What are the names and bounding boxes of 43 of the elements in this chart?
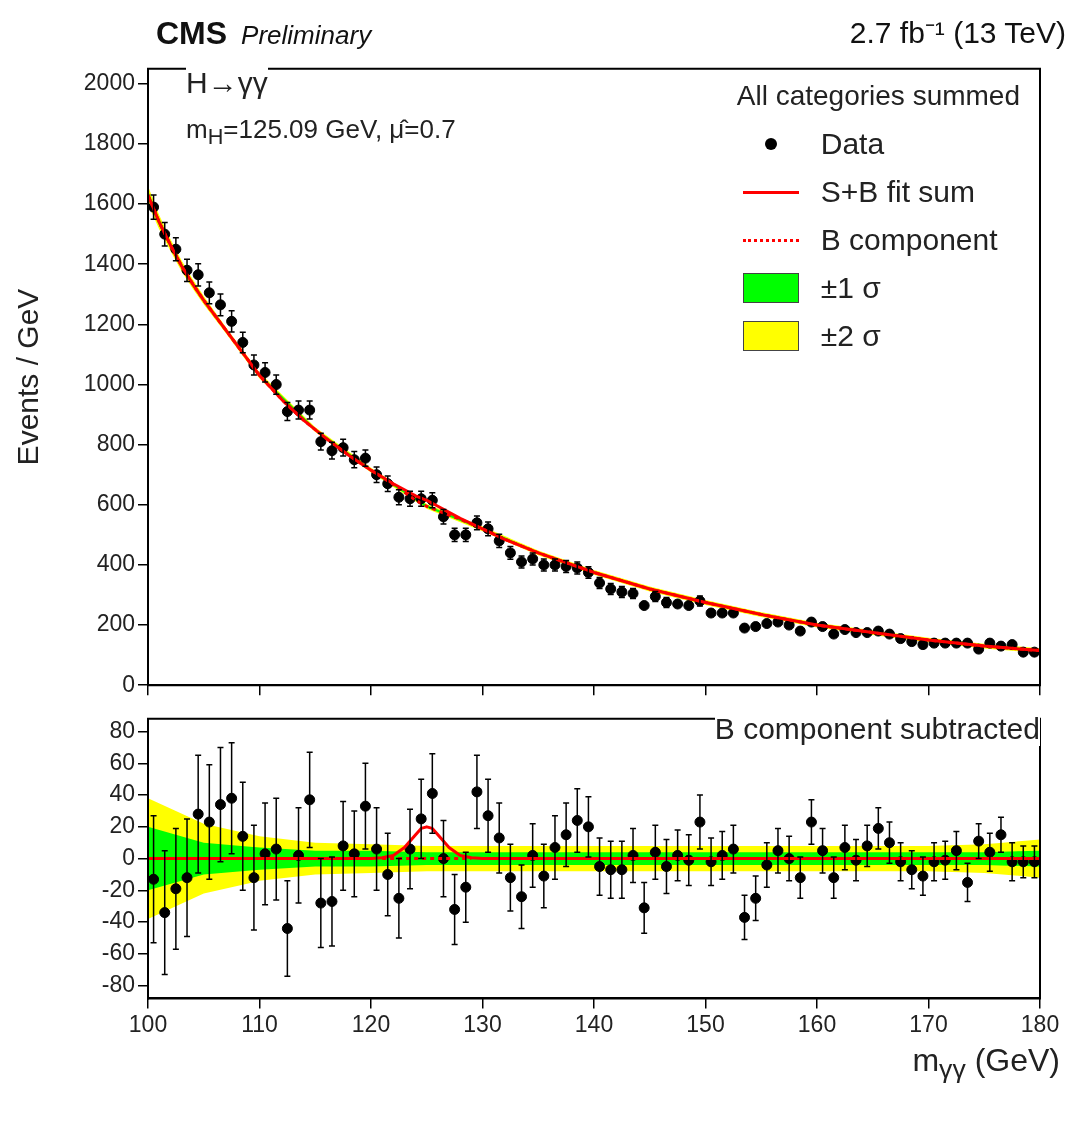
y-tick-label: 20 [109, 812, 135, 839]
x-tick-label: 160 [797, 1010, 837, 1037]
y-tick-label: 80 [109, 716, 135, 743]
x-tick-label: 180 [1020, 1010, 1060, 1037]
y-axis-title: Events / GeV [11, 288, 45, 466]
x-axis-title: m$_{γγ}$ (GeV) [911, 1042, 1061, 1086]
y-tick-label: -80 [101, 971, 135, 998]
x-tick-label: 130 [463, 1010, 502, 1037]
y-tick-label: 40 [109, 780, 135, 807]
chart-subtitle: Preliminary [241, 20, 372, 50]
y-tick-label: 1400 [83, 249, 135, 276]
y-tick-label: -60 [101, 939, 135, 966]
legend-label: B component [820, 223, 998, 257]
y-tick-label: 60 [109, 748, 135, 775]
annotation: m$_{H}$=125.09 GeV, μ̂=0.7 [186, 114, 456, 151]
x-tick-label: 150 [686, 1010, 725, 1037]
y-tick-label: 200 [96, 610, 135, 637]
legend-label: S+B fit sum [820, 175, 975, 209]
y-tick-label: 800 [96, 430, 135, 456]
y-tick-label: -20 [101, 875, 135, 902]
y-tick-label: 400 [96, 550, 135, 577]
annotation: H→γγ [186, 66, 268, 100]
y-tick-label: 1200 [83, 309, 135, 336]
text: 2.7 fb⁻¹ (13 TeV) [849, 15, 1066, 51]
y-tick-label: 600 [96, 490, 135, 517]
y-tick-label: 1000 [83, 369, 135, 396]
y-tick-label: 1800 [83, 129, 135, 156]
x-tick-label: 110 [241, 1010, 278, 1037]
y-tick-label: -40 [101, 907, 135, 934]
legend-label: ±2 σ [820, 319, 881, 353]
y-tick-label: 1600 [83, 189, 135, 216]
x-tick-label: 140 [574, 1010, 614, 1037]
annotation: B component subtracted [714, 712, 1040, 746]
chart-title: CMS [156, 15, 228, 51]
legend-label: Data [820, 127, 885, 161]
y-tick-label: 0 [122, 670, 135, 697]
x-tick-label: 120 [351, 1010, 391, 1037]
y-tick-label: 2000 [83, 69, 135, 96]
x-tick-label: 100 [128, 1010, 168, 1037]
legend-label: ±1 σ [820, 271, 881, 305]
y-tick-label: 0 [122, 843, 135, 870]
legend-title: All categories summed [736, 80, 1020, 112]
x-tick-label: 170 [909, 1010, 948, 1037]
